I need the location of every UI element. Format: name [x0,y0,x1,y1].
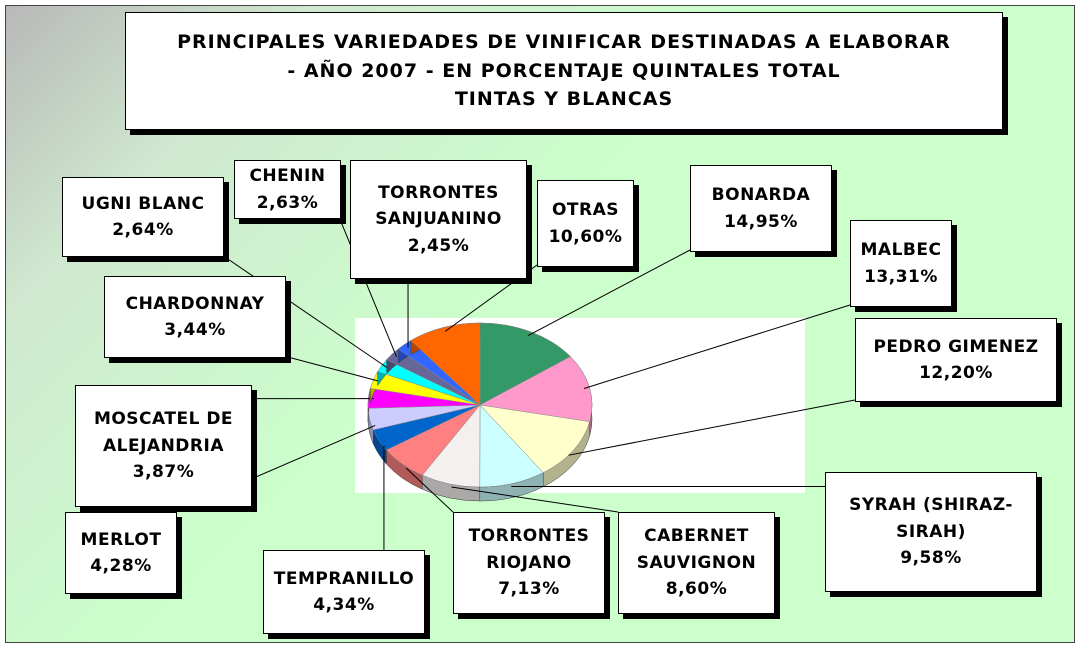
category-label: BONARDA [711,185,811,206]
value-label: 10,60% [548,226,623,247]
value-label: 9,58% [900,548,962,569]
data-label: TEMPRANILLO 4,34% [263,550,425,634]
data-label: PEDRO GIMENEZ 12,20% [855,318,1057,402]
value-label: 8,60% [665,579,728,600]
data-label: OTRAS 10,60% [537,180,634,267]
data-label: MERLOT 4,28% [65,512,177,594]
slice [479,404,590,473]
category-label: TORRONTES RIOJANO [468,526,590,573]
value-label: 2,45% [407,235,470,256]
leader-line [338,216,397,357]
data-label: MOSCATEL DE ALEJANDRIA 3,87% [75,385,252,507]
title-line: PRINCIPALES VARIEDADES DE VINIFICAR DEST… [177,31,951,54]
value-label: 3,87% [132,462,195,483]
leader-line [527,249,691,336]
slice [410,322,481,406]
category-label: PEDRO GIMENEZ [873,336,1039,357]
data-label: CHENIN 2,63% [234,160,341,219]
leader-line [221,254,388,368]
value-label: 14,95% [724,211,798,232]
category-label: MERLOT [80,529,162,550]
category-label: MOSCATEL DE ALEJANDRIA [93,409,234,456]
data-label: CABERNET SAUVIGNON 8,60% [618,512,775,614]
category-label: CHARDONNAY [125,293,265,314]
category-label: MALBEC [860,240,942,261]
value-label: 12,20% [919,363,993,383]
leader-line [568,399,856,456]
data-label: MALBEC 13,31% [850,220,952,307]
data-label: TORRONTES SANJUANINO 2,45% [350,160,527,279]
category-label: TEMPRANILLO [273,568,415,589]
leader-line [283,355,379,382]
chart-title: PRINCIPALES VARIEDADES DE VINIFICAR DEST… [125,12,1003,130]
title-line: - AÑO 2007 - EN PORCENTAJE QUINTALES TOT… [287,59,841,82]
value-label: 2,64% [112,220,174,240]
leader-line [451,486,619,513]
category-label: OTRAS [551,200,620,221]
data-label: UGNI BLANC 2,64% [62,177,224,257]
leader-line [583,304,851,389]
data-label: CHARDONNAY 3,44% [104,276,286,358]
value-label: 7,13% [498,579,560,600]
data-label: BONARDA 14,95% [690,165,832,252]
title-line: TINTAS Y BLANCAS [454,88,674,111]
category-label: UGNI BLANC [81,193,205,214]
value-label: 4,34% [313,595,375,615]
category-label: CHENIN [249,166,326,187]
category-label: CABERNET SAUVIGNON [636,526,757,573]
data-label: SYRAH (SHIRAZ-SIRAH) 9,58% [825,472,1037,592]
value-label: 4,28% [90,556,152,576]
value-label: 3,44% [164,320,226,340]
value-label: 2,63% [256,192,319,213]
category-label: TORRONTES SANJUANINO [375,182,502,230]
slice [479,356,593,422]
leader-line [405,467,454,513]
value-label: 13,31% [864,266,938,287]
category-label: SYRAH (SHIRAZ-SIRAH) [849,495,1013,542]
data-label: TORRONTES RIOJANO 7,13% [453,512,605,614]
slice [479,322,571,406]
